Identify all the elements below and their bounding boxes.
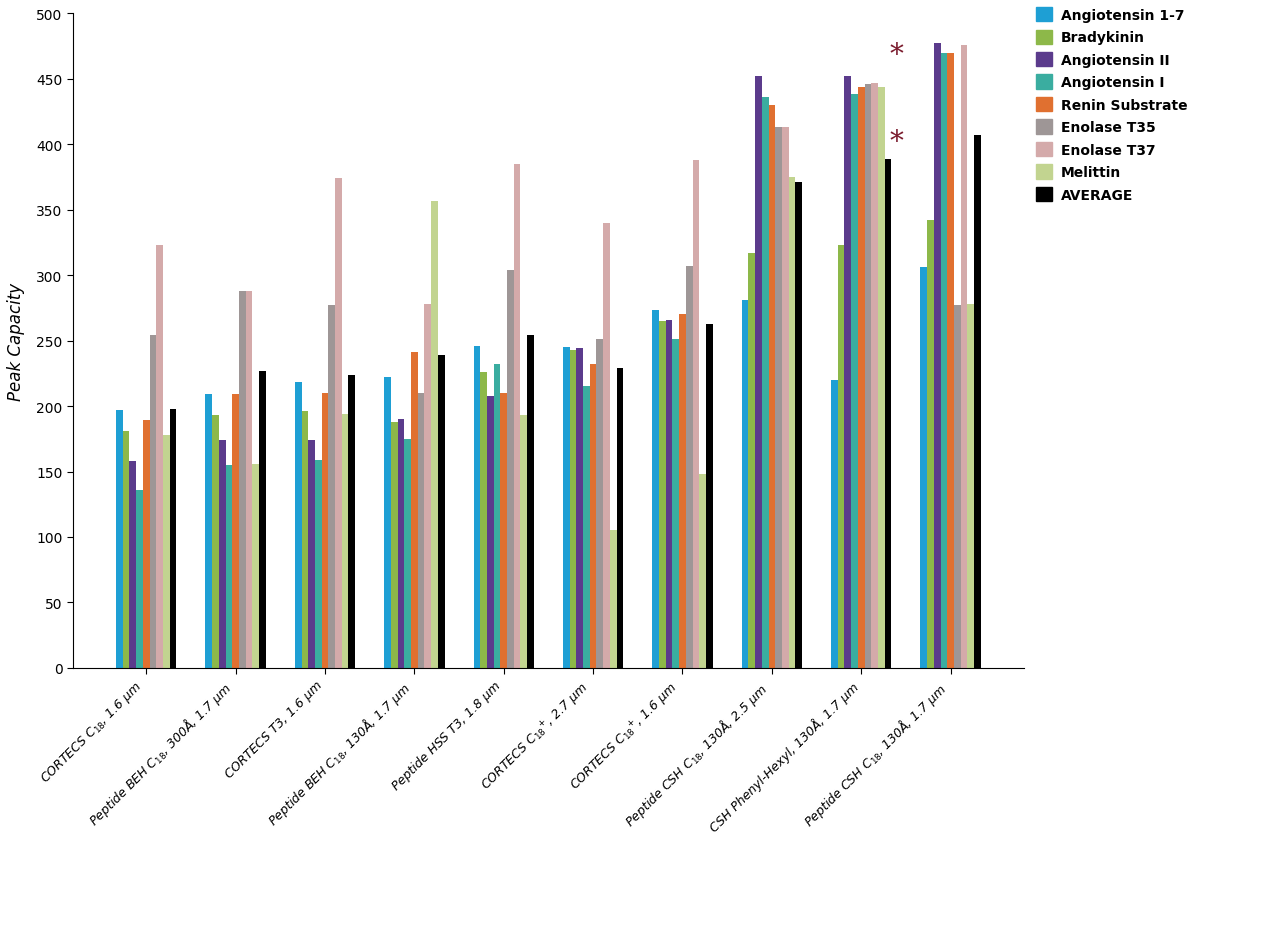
Bar	[776, 128, 782, 668]
Bar	[474, 346, 480, 668]
Bar	[384, 378, 390, 668]
Bar	[500, 393, 507, 668]
Bar	[398, 419, 404, 668]
Bar	[129, 461, 136, 668]
Bar	[521, 416, 527, 668]
Bar	[321, 393, 329, 668]
Bar	[947, 54, 954, 668]
Bar	[927, 221, 934, 668]
Bar	[156, 246, 163, 668]
Bar	[609, 531, 617, 668]
Bar	[768, 106, 776, 668]
Bar	[136, 490, 143, 668]
Y-axis label: Peak Capacity: Peak Capacity	[6, 282, 24, 400]
Bar	[308, 441, 315, 668]
Bar	[845, 77, 851, 668]
Bar	[486, 396, 494, 668]
Bar	[741, 301, 749, 668]
Bar	[864, 84, 872, 668]
Bar	[961, 45, 968, 668]
Bar	[431, 201, 438, 668]
Bar	[252, 464, 259, 668]
Bar	[404, 439, 411, 668]
Bar	[878, 87, 884, 668]
Text: *: *	[890, 43, 902, 70]
Bar	[884, 160, 891, 668]
Bar	[219, 441, 225, 668]
Bar	[838, 246, 845, 668]
Bar	[116, 410, 123, 668]
Bar	[788, 178, 795, 668]
Bar	[390, 422, 398, 668]
Bar	[232, 394, 239, 668]
Bar	[974, 135, 980, 668]
Bar	[143, 421, 150, 668]
Bar	[653, 311, 659, 668]
Bar	[206, 394, 212, 668]
Bar	[480, 373, 486, 668]
Bar	[576, 349, 584, 668]
Bar	[795, 183, 803, 668]
Bar	[584, 387, 590, 668]
Bar	[259, 371, 266, 668]
Legend: Angiotensin 1-7, Bradykinin, Angiotensin II, Angiotensin I, Renin Substrate, Eno: Angiotensin 1-7, Bradykinin, Angiotensin…	[1036, 8, 1188, 202]
Bar	[527, 336, 534, 668]
Bar	[672, 340, 680, 668]
Bar	[411, 353, 417, 668]
Bar	[315, 460, 321, 668]
Bar	[596, 340, 603, 668]
Bar	[302, 412, 308, 668]
Bar	[239, 291, 246, 668]
Bar	[920, 268, 927, 668]
Bar	[851, 96, 858, 668]
Bar	[872, 84, 878, 668]
Bar	[348, 375, 355, 668]
Text: *: *	[890, 129, 902, 156]
Bar	[692, 161, 699, 668]
Bar	[831, 380, 838, 668]
Bar	[782, 128, 788, 668]
Bar	[507, 271, 513, 668]
Bar	[686, 266, 692, 668]
Bar	[225, 466, 232, 668]
Bar	[212, 416, 219, 668]
Bar	[294, 383, 302, 668]
Bar	[563, 348, 570, 668]
Bar	[666, 320, 672, 668]
Bar	[680, 316, 686, 668]
Bar	[494, 365, 500, 668]
Bar	[329, 306, 335, 668]
Bar	[954, 306, 961, 668]
Bar	[425, 304, 431, 668]
Bar	[335, 179, 342, 668]
Bar	[163, 435, 170, 668]
Bar	[246, 291, 252, 668]
Bar	[707, 324, 713, 668]
Bar	[123, 432, 129, 668]
Bar	[755, 77, 762, 668]
Bar	[858, 87, 864, 668]
Bar	[941, 54, 947, 668]
Bar	[603, 224, 609, 668]
Bar	[659, 322, 666, 668]
Bar	[749, 253, 755, 668]
Bar	[513, 164, 521, 668]
Bar	[934, 45, 941, 668]
Bar	[699, 474, 707, 668]
Bar	[617, 368, 623, 668]
Bar	[170, 409, 177, 668]
Bar	[762, 98, 768, 668]
Bar	[968, 304, 974, 668]
Bar	[590, 365, 596, 668]
Bar	[150, 336, 156, 668]
Bar	[342, 415, 348, 668]
Bar	[438, 355, 444, 668]
Bar	[570, 351, 576, 668]
Bar	[417, 393, 425, 668]
